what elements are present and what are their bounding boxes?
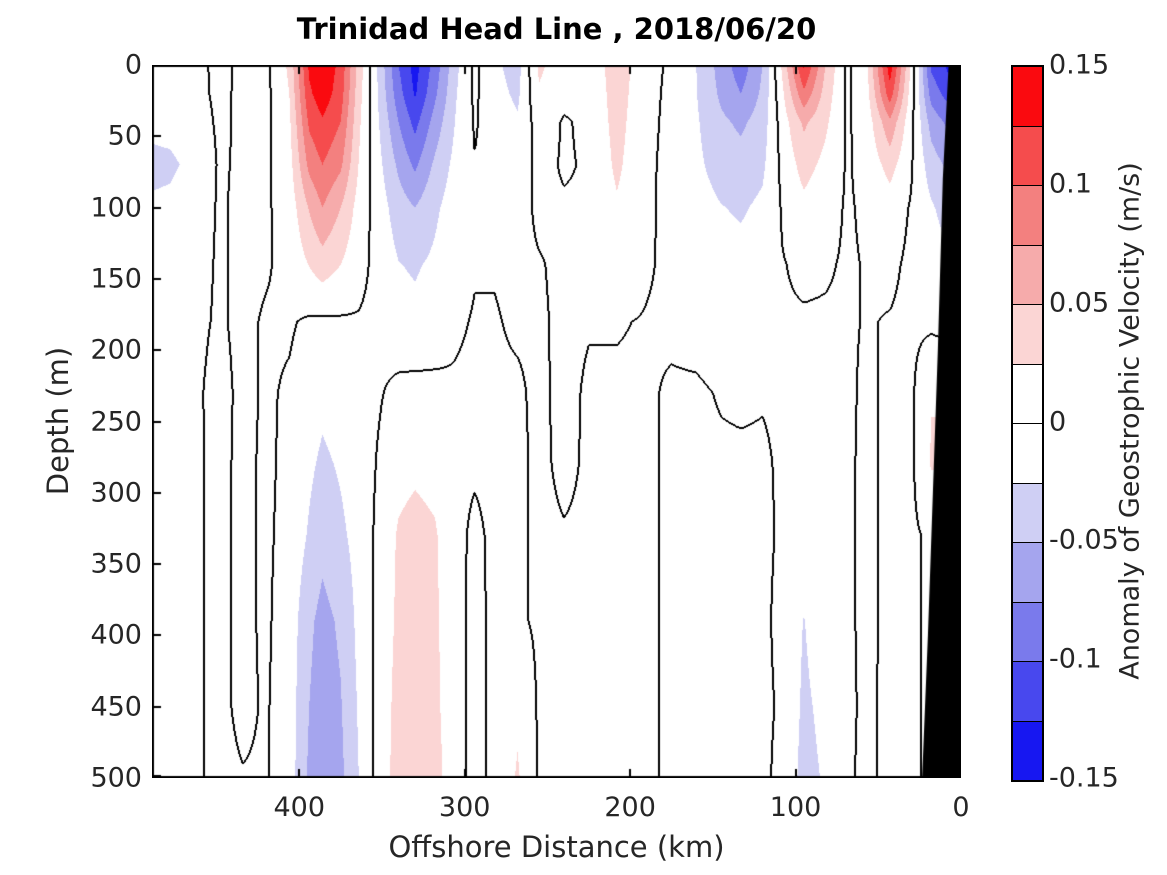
colorbar-segment xyxy=(1013,542,1042,602)
y-tick-label: 300 xyxy=(90,477,142,509)
x-tick-label: 200 xyxy=(604,792,656,823)
colorbar-tick-label: 0 xyxy=(1049,406,1067,437)
x-tick-label: 100 xyxy=(769,792,822,823)
colorbar-segment xyxy=(1013,601,1042,661)
y-axis-label: Depth (m) xyxy=(41,346,75,496)
y-tick-label: 500 xyxy=(90,762,142,794)
y-tick-label: 50 xyxy=(107,120,142,152)
colorbar-segment xyxy=(1013,125,1042,185)
y-tick-label: 0 xyxy=(124,49,142,81)
chart-title: Trinidad Head Line , 2018/06/20 xyxy=(296,12,817,46)
colorbar-segment xyxy=(1013,244,1042,304)
colorbar-segment xyxy=(1013,661,1042,721)
y-tick-label: 450 xyxy=(90,691,142,723)
colorbar-segment xyxy=(1013,482,1042,542)
x-axis-label: Offshore Distance (km) xyxy=(388,830,725,864)
colorbar-segment xyxy=(1013,185,1042,245)
colorbar-tick-label: -0.05 xyxy=(1049,524,1119,556)
contour-plot-canvas xyxy=(152,65,961,778)
colorbar-tick-label: -0.15 xyxy=(1049,762,1119,794)
y-tick-label: 250 xyxy=(90,406,142,437)
x-tick-label: 300 xyxy=(438,792,491,823)
colorbar-tick-label: 0.1 xyxy=(1049,168,1092,200)
x-tick-label: 0 xyxy=(952,792,970,823)
colorbar-tick-label: 0.15 xyxy=(1049,49,1110,81)
y-tick-label: 400 xyxy=(90,619,142,651)
colorbar-label: Anomaly of Geostrophic Velocity (m/s) xyxy=(1114,162,1146,680)
x-tick-label: 400 xyxy=(273,792,326,823)
y-tick-label: 150 xyxy=(90,263,142,295)
colorbar xyxy=(1011,65,1044,782)
colorbar-segment xyxy=(1013,67,1042,126)
y-tick-label: 200 xyxy=(90,334,142,366)
colorbar-segment xyxy=(1013,720,1042,780)
colorbar-segment xyxy=(1013,363,1042,423)
colorbar-tick-label: 0.05 xyxy=(1049,287,1110,319)
colorbar-segment xyxy=(1013,423,1042,483)
y-tick-label: 350 xyxy=(90,548,142,580)
colorbar-segment xyxy=(1013,304,1042,364)
y-tick-label: 100 xyxy=(90,192,142,224)
colorbar-tick-label: -0.1 xyxy=(1049,643,1102,675)
